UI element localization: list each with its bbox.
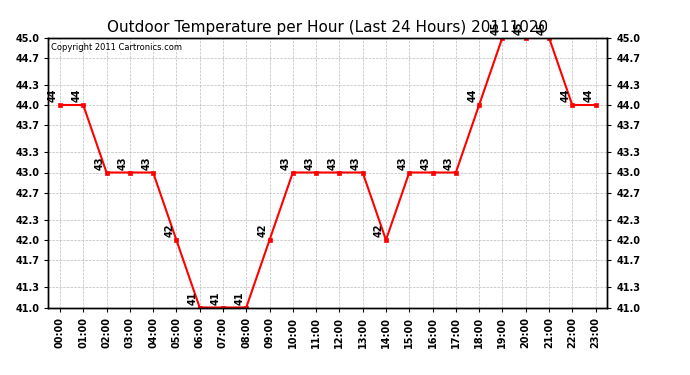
Text: 45: 45 (514, 21, 524, 35)
Text: 44: 44 (48, 89, 58, 102)
Text: 42: 42 (164, 224, 175, 237)
Text: 43: 43 (95, 156, 105, 170)
Text: 43: 43 (118, 156, 128, 170)
Text: 43: 43 (304, 156, 314, 170)
Text: 42: 42 (374, 224, 384, 237)
Text: 44: 44 (71, 89, 81, 102)
Text: 45: 45 (491, 21, 500, 35)
Text: 43: 43 (141, 156, 151, 170)
Text: 41: 41 (188, 291, 198, 305)
Title: Outdoor Temperature per Hour (Last 24 Hours) 20111020: Outdoor Temperature per Hour (Last 24 Ho… (107, 20, 549, 35)
Text: 43: 43 (444, 156, 454, 170)
Text: Copyright 2011 Cartronics.com: Copyright 2011 Cartronics.com (51, 43, 182, 52)
Text: 41: 41 (211, 291, 221, 305)
Text: 43: 43 (397, 156, 407, 170)
Text: 44: 44 (467, 89, 477, 102)
Text: 42: 42 (257, 224, 268, 237)
Text: 44: 44 (560, 89, 571, 102)
Text: 43: 43 (328, 156, 337, 170)
Text: 45: 45 (537, 21, 547, 35)
Text: 43: 43 (421, 156, 431, 170)
Text: 43: 43 (281, 156, 291, 170)
Text: 44: 44 (584, 89, 593, 102)
Text: 43: 43 (351, 156, 361, 170)
Text: 41: 41 (235, 291, 244, 305)
